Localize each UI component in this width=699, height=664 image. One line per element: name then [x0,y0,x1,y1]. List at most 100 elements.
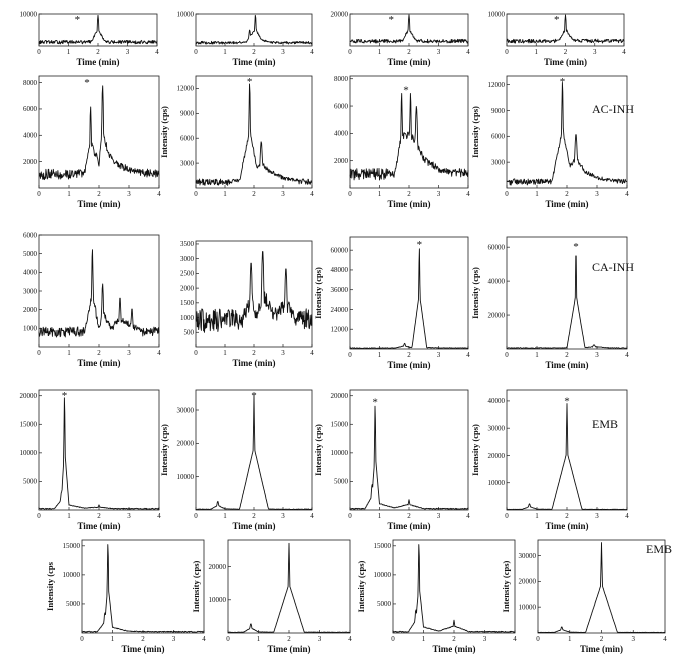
chart-panel-8: 0 1 2 3 4 3000 6000 9000 12000 Time (min) Intensit… [470,75,629,209]
series-line [195,394,313,511]
x-tick-label: 3 [281,48,285,56]
x-tick-label: 3 [126,48,130,56]
x-tick-label: 2 [565,351,569,359]
y-tick-label: 20000 [331,392,349,400]
y-tick-label: 1000 [180,314,195,322]
y-tick-label: 20000 [519,578,537,586]
x-tick-label: 4 [202,635,206,643]
y-tick-label: 12000 [488,81,506,89]
y-tick-label: 10000 [519,603,537,611]
x-axis-label: Time (min) [121,644,164,654]
series-line [537,542,666,634]
y-tick-label: 10000 [488,10,506,18]
x-tick-label: 4 [157,349,161,357]
x-axis-label: Time (min) [545,360,588,370]
y-tick-label: 4000 [23,132,38,140]
y-axis-label: Intensity (cps) [159,424,169,476]
x-tick-label: 2 [97,512,101,520]
x-tick-label: 0 [505,351,509,359]
y-tick-label: 60000 [488,243,506,251]
y-tick-label: 20000 [209,563,227,571]
series-line [349,405,469,510]
peak-star-marker: * [247,76,253,88]
y-axis-label: Intensity (cps) [313,267,323,319]
y-axis-label: Intensity (cps [45,561,55,611]
plot-frame [349,236,469,350]
x-tick-label: 0 [194,349,198,357]
y-tick-label: 500 [184,329,195,337]
x-tick-label: 0 [348,512,352,520]
x-tick-label: 3 [127,190,131,198]
y-tick-label: 10000 [20,449,38,457]
plot-frame [195,75,313,189]
x-tick-label: 0 [37,349,41,357]
row-label-emb-2: EMB [646,542,672,556]
x-tick-label: 1 [67,349,71,357]
y-tick-label: 20000 [331,10,349,18]
chart-panel-19: 0 1 2 3 4 5000 10000 15000 Time (min) Intensity (… [356,539,517,654]
peak-star-marker: * [84,77,90,89]
x-tick-label: 2 [287,635,291,643]
x-tick-label: 2 [252,349,256,357]
x-tick-label: 2 [252,512,256,520]
series-line [506,255,628,350]
x-tick-label: 1 [422,635,426,643]
y-tick-label: 6000 [23,231,38,239]
y-tick-label: 10000 [488,479,506,487]
x-tick-label: 1 [535,351,539,359]
chart-panel-4: 0 1 2 3 4 10000 Time (min) * [488,10,627,67]
y-tick-label: 1500 [180,299,195,307]
y-tick-label: 6000 [491,133,506,141]
x-axis-label: Time (min) [232,521,275,531]
chart-panel-9: 0 1 2 3 4 1000 2000 3000 4000 5000 6000 Time (min) [23,231,161,368]
x-tick-label: 4 [310,349,314,357]
y-tick-label: 20000 [488,311,506,319]
series-line [81,544,205,633]
y-tick-label: 15000 [331,421,349,429]
y-tick-label: 1000 [23,325,38,333]
x-tick-label: 1 [223,512,227,520]
y-axis-label: Intensity (cps) [356,560,366,612]
y-tick-label: 6000 [334,102,349,110]
y-tick-label: 12000 [177,85,195,93]
x-tick-label: 2 [407,190,411,198]
y-tick-label: 10000 [63,571,81,579]
y-tick-label: 5000 [66,600,81,608]
y-tick-label: 8000 [23,79,38,87]
x-tick-label: 1 [111,635,115,643]
x-tick-label: 1 [378,190,382,198]
x-tick-label: 1 [378,48,382,56]
x-tick-label: 3 [595,351,599,359]
peak-star-marker: * [573,241,579,253]
x-tick-label: 3 [127,349,131,357]
chart-panel-7: 0 1 2 3 4 2000 4000 6000 8000 Time (min) * [334,75,470,209]
x-axis-label: Time (min) [545,199,588,209]
x-tick-label: 3 [595,512,599,520]
y-tick-label: 10000 [177,10,195,18]
series-line [39,397,160,510]
y-tick-label: 3500 [180,240,195,248]
y-tick-label: 8000 [334,75,349,83]
series-line [228,542,351,634]
chart-panel-20: 0 1 2 3 4 10000 20000 30000 Time (min) Intensity … [501,539,667,654]
series-line [38,249,160,338]
peak-star-marker: * [403,84,409,96]
x-tick-label: 2 [452,635,456,643]
x-axis-label: Time (min) [387,57,430,67]
x-tick-label: 0 [194,512,198,520]
y-tick-label: 12000 [331,326,349,334]
y-tick-label: 15000 [63,542,81,550]
peak-star-marker: * [560,76,566,88]
y-tick-label: 5000 [23,478,38,486]
x-tick-label: 0 [348,351,352,359]
chart-panel-17: 0 1 2 3 4 5000 10000 15000 Time (min) Intensity (… [45,539,206,654]
y-tick-label: 4000 [334,130,349,138]
y-tick-label: 10000 [374,571,392,579]
chart-panel-5: 0 1 2 3 4 2000 4000 6000 8000 Time (min) * [23,75,161,209]
x-tick-label: 4 [625,190,629,198]
x-tick-label: 4 [466,351,470,359]
y-tick-label: 30000 [177,406,195,414]
x-axis-label: Time (min) [267,644,310,654]
series-line [506,14,625,44]
peak-star-marker: * [389,14,395,26]
